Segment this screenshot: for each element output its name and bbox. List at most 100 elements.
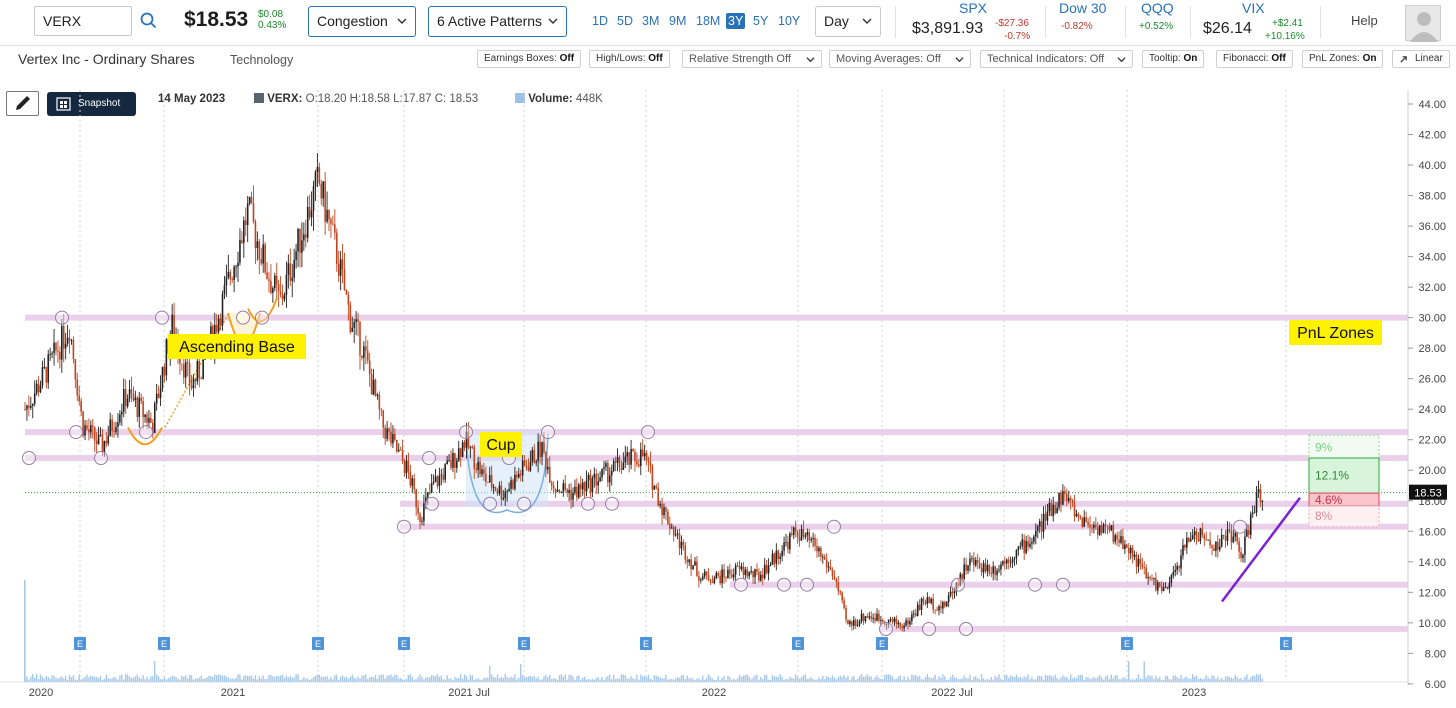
- pattern-dropdown[interactable]: Congestion: [308, 6, 416, 37]
- candle-body: [496, 490, 499, 494]
- volume-bar: [444, 679, 446, 682]
- range-3m[interactable]: 3M: [642, 14, 660, 28]
- pivot-circle: [255, 310, 269, 325]
- volume-bar: [711, 678, 714, 682]
- candle-body: [306, 206, 309, 238]
- range-3y[interactable]: 3Y: [726, 13, 746, 29]
- volume-bar: [1234, 674, 1236, 682]
- volume-bar: [612, 674, 615, 682]
- candle-body: [289, 263, 292, 281]
- candle-body: [490, 475, 493, 488]
- volume-bar: [926, 674, 929, 682]
- candle-body: [270, 281, 272, 293]
- candle-body: [128, 389, 131, 399]
- scale-linear-button[interactable]: Linear: [1392, 50, 1450, 68]
- volume-bar: [142, 675, 144, 682]
- candle-body: [475, 468, 477, 470]
- interval-dropdown[interactable]: Day: [815, 6, 881, 37]
- x-tick-label: 2020: [29, 687, 53, 699]
- volume-bar: [965, 678, 967, 682]
- candle-body: [785, 541, 787, 543]
- candle-body: [378, 394, 381, 410]
- pattern-dropdown-label: Congestion: [317, 13, 388, 29]
- y-tick-label: 20.00: [1418, 465, 1446, 477]
- volume-bar: [855, 679, 857, 682]
- candle-body: [1230, 530, 1233, 543]
- volume-bar: [216, 675, 218, 682]
- toggle-fibonacci[interactable]: Fibonacci: Off: [1216, 50, 1293, 68]
- toggle-pnl-zones[interactable]: PnL Zones: On: [1302, 50, 1384, 68]
- range-5d[interactable]: 5D: [617, 14, 633, 28]
- snapshot-button[interactable]: Snapshot: [47, 92, 136, 116]
- volume-bar: [432, 675, 435, 682]
- volume-bar: [107, 677, 109, 682]
- avatar[interactable]: [1405, 5, 1441, 42]
- technical-indicators-dropdown[interactable]: Technical Indicators: Off: [980, 50, 1133, 68]
- candle-body: [943, 602, 946, 607]
- volume-bar: [103, 678, 106, 682]
- moving-averages-dropdown[interactable]: Moving Averages: Off: [829, 50, 971, 68]
- volume-bar: [702, 675, 704, 682]
- candle-body: [1211, 545, 1213, 549]
- range-9m[interactable]: 9M: [669, 14, 687, 28]
- candle-body: [456, 460, 458, 468]
- candle-body: [1133, 554, 1136, 557]
- candle-body: [783, 542, 785, 551]
- volume-bar: [1133, 679, 1136, 682]
- volume-bar: [1131, 679, 1134, 682]
- candle-body: [1218, 546, 1221, 550]
- candle-body: [24, 409, 26, 410]
- volume-bar: [405, 678, 408, 682]
- candle-body: [942, 602, 944, 609]
- volume-bar: [587, 679, 590, 682]
- volume-bar: [560, 674, 563, 682]
- toggle-earnings-boxes[interactable]: Earnings Boxes: Off: [477, 50, 582, 68]
- candle-body: [111, 419, 113, 432]
- candle-body: [157, 393, 160, 398]
- candle-body: [39, 385, 42, 393]
- candle-body: [1079, 516, 1082, 519]
- range-1d[interactable]: 1D: [592, 14, 608, 28]
- volume-bar: [665, 674, 667, 682]
- candle-body: [725, 577, 727, 579]
- pivot-circle: [959, 621, 973, 636]
- toggle-tooltip[interactable]: Tooltip: On: [1142, 50, 1205, 68]
- candle-body: [798, 537, 801, 541]
- candle-body: [976, 560, 979, 563]
- relative-strength-dropdown[interactable]: Relative Strength Off: [682, 50, 822, 68]
- volume-bar: [496, 674, 499, 682]
- search-icon[interactable]: [138, 10, 160, 32]
- volume-bar: [640, 674, 642, 682]
- volume-bar: [243, 675, 245, 682]
- candle-body: [729, 569, 731, 575]
- toggle-high-lows[interactable]: High/Lows: Off: [589, 50, 670, 68]
- draw-tool-button[interactable]: [6, 91, 39, 116]
- volume-bar: [651, 679, 654, 682]
- candle-body: [856, 624, 859, 626]
- candle-body: [622, 462, 625, 470]
- range-18m[interactable]: 18M: [696, 14, 721, 28]
- volume-bar: [824, 679, 826, 682]
- candle-body: [316, 167, 319, 173]
- candle-body: [1160, 586, 1163, 592]
- candle-body: [244, 220, 247, 226]
- candle-body: [872, 617, 874, 619]
- ticker-input[interactable]: [34, 6, 132, 36]
- range-10y[interactable]: 10Y: [778, 14, 801, 28]
- candle-body: [909, 620, 911, 625]
- candle-body: [233, 266, 235, 280]
- candle-body: [961, 574, 964, 579]
- help-link[interactable]: Help: [1351, 13, 1378, 28]
- pivot-circle: [581, 496, 595, 511]
- volume-bar: [599, 679, 601, 682]
- price-chart[interactable]: 44.00 42.00 40.00 38.00 36.00 34.00 32.00 30.00…: [0, 80, 1456, 708]
- candle-body: [382, 410, 385, 428]
- candle-body: [152, 422, 154, 434]
- candle-body: [680, 541, 683, 549]
- candle-body: [1029, 543, 1031, 547]
- volume-bar: [601, 676, 603, 682]
- candle-body: [459, 448, 462, 457]
- active-patterns-dropdown[interactable]: 6 Active Patterns: [428, 6, 567, 37]
- range-5y[interactable]: 5Y: [753, 14, 769, 28]
- volume-bar: [535, 678, 537, 682]
